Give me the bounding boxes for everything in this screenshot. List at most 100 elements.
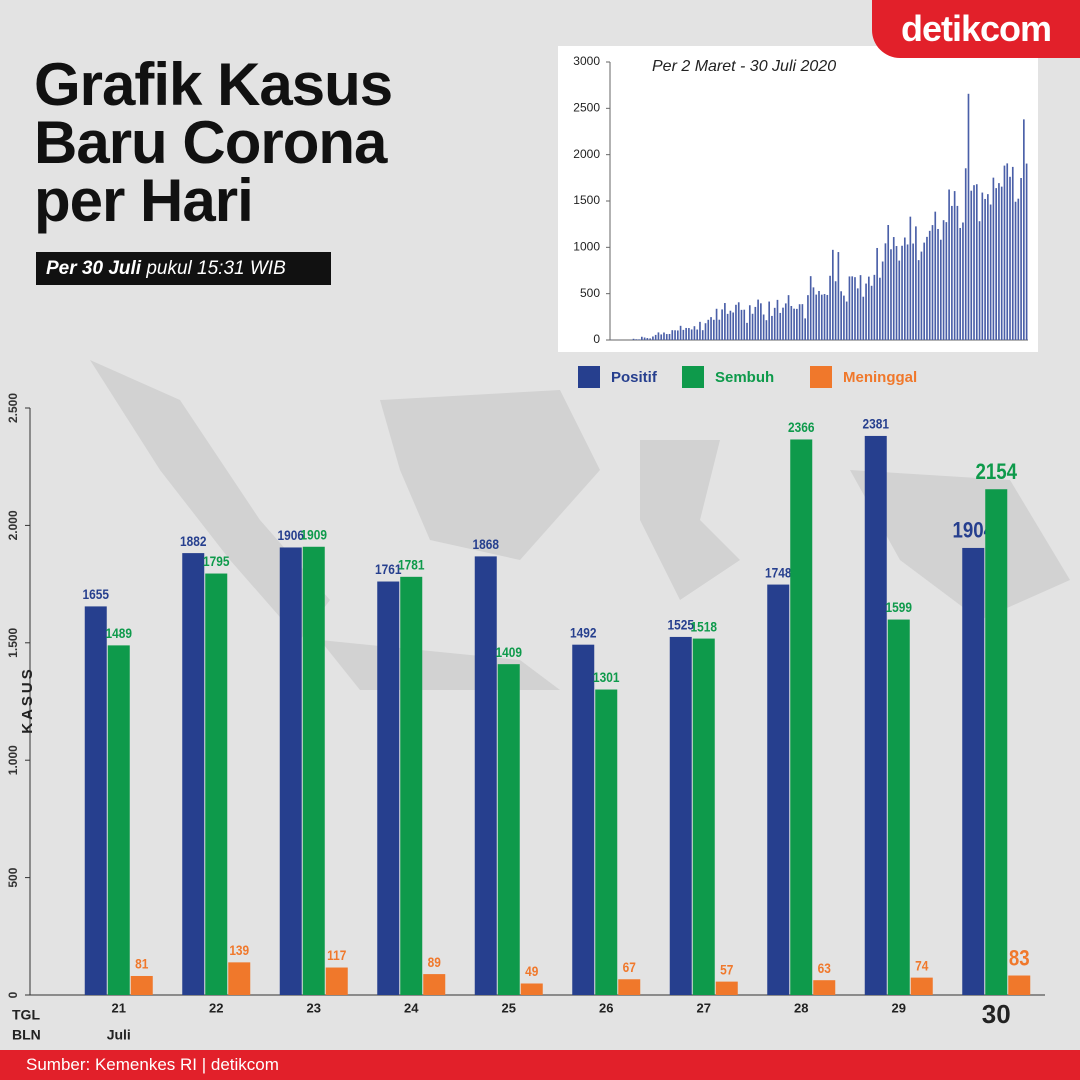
inset-bar bbox=[862, 296, 865, 340]
legend-swatch bbox=[810, 366, 832, 388]
inset-bar bbox=[920, 251, 923, 340]
x-tick-label: 28 bbox=[794, 1000, 808, 1015]
inset-bar bbox=[807, 295, 809, 340]
inset-bar bbox=[851, 276, 854, 340]
inset-bar bbox=[690, 329, 693, 340]
value-label: 2154 bbox=[975, 461, 1017, 485]
inset-bar bbox=[699, 321, 701, 340]
inset-bar bbox=[707, 319, 710, 340]
inset-bar bbox=[823, 294, 826, 340]
inset-bar bbox=[796, 308, 798, 340]
bar bbox=[497, 664, 520, 995]
inset-bar bbox=[743, 309, 746, 340]
inset-bar bbox=[663, 332, 665, 340]
bar bbox=[325, 967, 348, 995]
inset-bar bbox=[701, 330, 704, 340]
y-tick-label: 500 bbox=[580, 286, 600, 300]
bar bbox=[228, 962, 251, 995]
bar bbox=[130, 975, 153, 995]
inset-bar bbox=[948, 189, 950, 340]
value-label: 1904 bbox=[952, 519, 994, 543]
value-label: 1409 bbox=[496, 644, 522, 660]
title: Grafik Kasus Baru Corona per Hari bbox=[34, 51, 393, 234]
x-tick-label: 29 bbox=[892, 1000, 906, 1015]
inset-bar bbox=[906, 244, 909, 340]
inset-bar bbox=[762, 314, 765, 340]
value-label: 49 bbox=[525, 963, 538, 979]
inset-bar bbox=[674, 330, 676, 340]
x-tick-label: 22 bbox=[209, 1000, 223, 1015]
inset-bar bbox=[945, 222, 948, 340]
inset-bar bbox=[837, 252, 840, 340]
bar bbox=[400, 576, 423, 995]
bar bbox=[887, 619, 910, 995]
y-tick-label: 1500 bbox=[573, 193, 600, 207]
inset-bar bbox=[660, 334, 663, 340]
value-label: 1761 bbox=[375, 561, 401, 577]
inset-bar bbox=[718, 319, 721, 340]
inset-bar bbox=[665, 334, 668, 340]
inset-bar bbox=[859, 275, 862, 340]
inset-bar bbox=[892, 237, 895, 340]
inset-bar bbox=[798, 304, 801, 340]
bar bbox=[864, 435, 887, 996]
inset-bar bbox=[840, 291, 842, 340]
inset-bar bbox=[923, 242, 926, 340]
value-label: 2366 bbox=[788, 419, 814, 435]
inset-bar bbox=[917, 260, 920, 340]
inset-bar bbox=[953, 191, 956, 340]
value-label: 1868 bbox=[473, 536, 499, 552]
inset-bar bbox=[845, 301, 848, 340]
inset-bar bbox=[984, 198, 986, 340]
inset-bar bbox=[1025, 163, 1028, 340]
bar bbox=[595, 689, 618, 995]
inset-bar bbox=[632, 338, 635, 340]
x-tick-label: 23 bbox=[307, 1000, 321, 1015]
inset-bar bbox=[832, 249, 834, 340]
bar bbox=[715, 981, 738, 995]
inset-bar bbox=[657, 332, 660, 340]
inset-bar bbox=[975, 184, 978, 340]
inset-bar bbox=[704, 323, 707, 340]
value-label: 74 bbox=[915, 957, 929, 973]
date-rest: pukul 15:31 WIB bbox=[146, 258, 286, 279]
bar bbox=[423, 974, 446, 995]
value-label: 117 bbox=[327, 947, 346, 963]
inset-bar bbox=[751, 313, 754, 340]
inset-bar bbox=[679, 325, 682, 340]
bar bbox=[279, 547, 302, 995]
inset-bar bbox=[854, 277, 856, 340]
bar bbox=[302, 546, 325, 995]
inset-bar bbox=[746, 322, 748, 340]
value-label: 1655 bbox=[83, 586, 109, 602]
value-label: 1525 bbox=[668, 617, 694, 633]
value-label: 139 bbox=[229, 942, 249, 958]
inset-bar bbox=[873, 274, 876, 340]
bar bbox=[962, 547, 985, 995]
value-label: 2381 bbox=[863, 416, 889, 432]
value-label: 1906 bbox=[278, 527, 304, 543]
inset-bar bbox=[721, 309, 723, 340]
inset-bar bbox=[992, 177, 995, 340]
x-axis-label: TGL bbox=[12, 1007, 40, 1023]
date-box: Per 30 Juli pukul 15:31 WIB bbox=[36, 252, 331, 285]
inset-bar bbox=[818, 290, 820, 340]
inset-bar bbox=[1020, 178, 1022, 340]
inset-bar bbox=[978, 221, 981, 340]
y-tick-label: 2.500 bbox=[6, 393, 20, 423]
inset-bar bbox=[1003, 165, 1006, 340]
bar bbox=[520, 983, 543, 995]
value-label: 1599 bbox=[886, 599, 912, 615]
month-label: Juli bbox=[107, 1027, 131, 1043]
bar bbox=[182, 553, 205, 995]
inset-bar bbox=[732, 312, 735, 340]
inset-bar bbox=[1009, 176, 1011, 340]
inset-bar bbox=[959, 227, 962, 340]
bar bbox=[107, 645, 130, 995]
bar bbox=[813, 980, 836, 995]
inset-bar bbox=[715, 308, 718, 340]
inset-bar bbox=[870, 285, 873, 340]
inset-bar bbox=[956, 205, 959, 340]
value-label: 1781 bbox=[398, 557, 424, 573]
inset-bar bbox=[901, 245, 903, 340]
